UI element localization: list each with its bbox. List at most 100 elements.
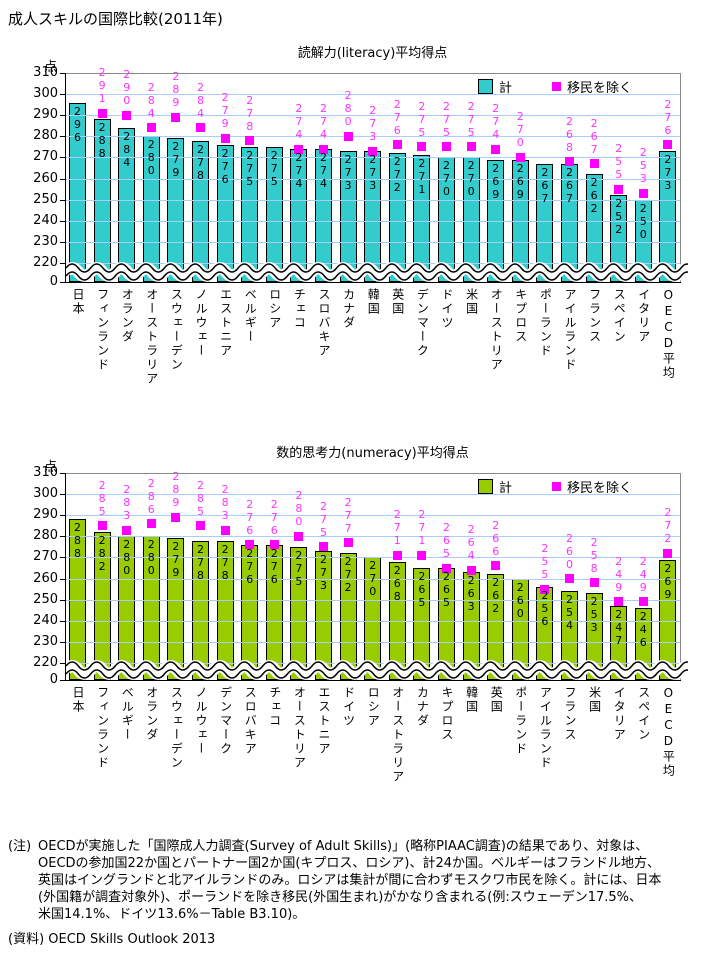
bar	[192, 141, 209, 282]
chart-title: 読解力(literacy)平均得点	[297, 46, 448, 61]
y-axis-unit-label: 点	[44, 60, 58, 75]
category-label: チェコ	[267, 686, 282, 728]
category-label: ロシア	[267, 288, 282, 330]
y-tick	[60, 600, 65, 601]
immigrants-excluded-marker	[196, 521, 205, 531]
note-line: 英国はイングランドと北アイルランドのみ。ロシアは集計が間に合わずモスクワ市民を除…	[38, 873, 662, 888]
category-label: ドイツ	[341, 686, 356, 728]
gridline	[66, 200, 680, 201]
y-tick-label: 270	[33, 149, 58, 164]
y-tick-label: 250	[33, 192, 58, 207]
bar	[610, 195, 628, 282]
immigrants-excluded-marker	[466, 565, 476, 575]
immigrants-excluded-marker	[319, 542, 328, 552]
bar	[339, 151, 357, 282]
category-label: ロシア	[366, 686, 381, 728]
bar	[561, 591, 578, 680]
gridline	[66, 600, 680, 601]
immigrants-excluded-marker	[294, 144, 304, 154]
immigrants-excluded-marker	[97, 108, 107, 118]
category-label: フランス	[587, 288, 602, 344]
source-citation: (資料) OECD Skills Outlook 2013	[8, 932, 216, 947]
immigrants-excluded-marker	[442, 563, 451, 573]
immigrants-excluded-marker	[614, 184, 624, 194]
category-label: イタリア	[636, 288, 651, 344]
immigrants-excluded-legend-swatch	[552, 482, 562, 491]
y-tick	[60, 221, 65, 222]
bar	[585, 593, 603, 680]
note-lines: OECDが実施した「国際成人力調査(Survey of Adult Skills…	[38, 838, 704, 923]
note-line: (外国籍が調査対象外)、ポーランドを除き移民(外国生まれ)がかなり含まれる(例:…	[38, 890, 643, 905]
category-label: 韓国	[366, 288, 381, 316]
y-tick	[60, 680, 65, 681]
y-tick-label: 260	[33, 571, 58, 586]
immigrants-excluded-marker	[540, 584, 550, 594]
y-axis-line	[65, 73, 66, 283]
immigrants-excluded-marker	[614, 597, 624, 607]
total-legend-swatch	[478, 79, 493, 94]
y-axis-line	[65, 473, 66, 681]
category-label: スウェーデン	[169, 288, 184, 372]
category-label: ノルウェー	[194, 288, 208, 358]
immigrants-excluded-marker	[319, 144, 328, 154]
y-tick-label: 290	[33, 507, 58, 522]
y-tick-label: 240	[33, 213, 58, 228]
gridline	[66, 115, 680, 116]
immigrants-excluded-marker	[196, 123, 205, 133]
bar	[315, 551, 332, 680]
note-label: (注)	[8, 839, 32, 854]
category-label: オーストリア	[292, 686, 307, 770]
page-title: 成人スキルの国際比較(2011年)	[8, 10, 223, 28]
y-tick-label: 270	[33, 549, 58, 564]
gridline	[66, 642, 680, 643]
gridline	[66, 494, 680, 495]
category-label: スウェーデン	[169, 686, 184, 770]
category-label: フィンランド	[95, 686, 110, 770]
category-label: オランダ	[144, 686, 159, 742]
y-tick	[60, 73, 65, 74]
category-label: ベルギー	[120, 686, 135, 742]
bar	[536, 164, 554, 282]
category-label: 英国	[489, 686, 504, 714]
gridline	[66, 221, 680, 222]
y-tick-label: 240	[33, 613, 58, 628]
category-label: 米国	[587, 686, 602, 714]
immigrants-excluded-marker	[589, 578, 599, 588]
category-label: オランダ	[120, 288, 135, 344]
category-label: 米国	[464, 288, 479, 316]
category-label: カナダ	[341, 288, 356, 330]
y-tick	[60, 579, 65, 580]
category-label: カナダ	[415, 686, 430, 728]
